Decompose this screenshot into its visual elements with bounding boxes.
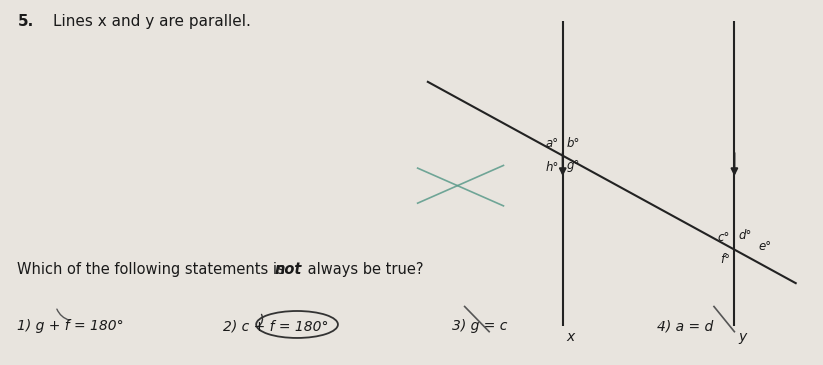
Text: not: not xyxy=(275,262,302,277)
Text: 1) g + f = 180°: 1) g + f = 180° xyxy=(17,319,124,333)
Text: h°: h° xyxy=(546,161,559,174)
Text: 3) g = c: 3) g = c xyxy=(453,319,508,333)
Text: a°: a° xyxy=(546,137,559,150)
Text: b°: b° xyxy=(567,137,580,150)
Text: c°: c° xyxy=(718,231,730,244)
Text: d°: d° xyxy=(738,230,752,242)
Text: e°: e° xyxy=(759,241,772,253)
Text: x: x xyxy=(567,330,575,344)
Text: always be true?: always be true? xyxy=(303,262,423,277)
Text: f°: f° xyxy=(720,253,730,266)
Text: y: y xyxy=(738,330,746,344)
Text: 5.: 5. xyxy=(17,14,34,28)
Text: 4) a = d: 4) a = d xyxy=(657,319,713,333)
Text: Lines x and y are parallel.: Lines x and y are parallel. xyxy=(53,14,251,28)
Text: Which of the following statements is: Which of the following statements is xyxy=(17,262,290,277)
Text: 2) c + f = 180°: 2) c + f = 180° xyxy=(224,319,329,333)
Text: g°: g° xyxy=(567,159,580,172)
